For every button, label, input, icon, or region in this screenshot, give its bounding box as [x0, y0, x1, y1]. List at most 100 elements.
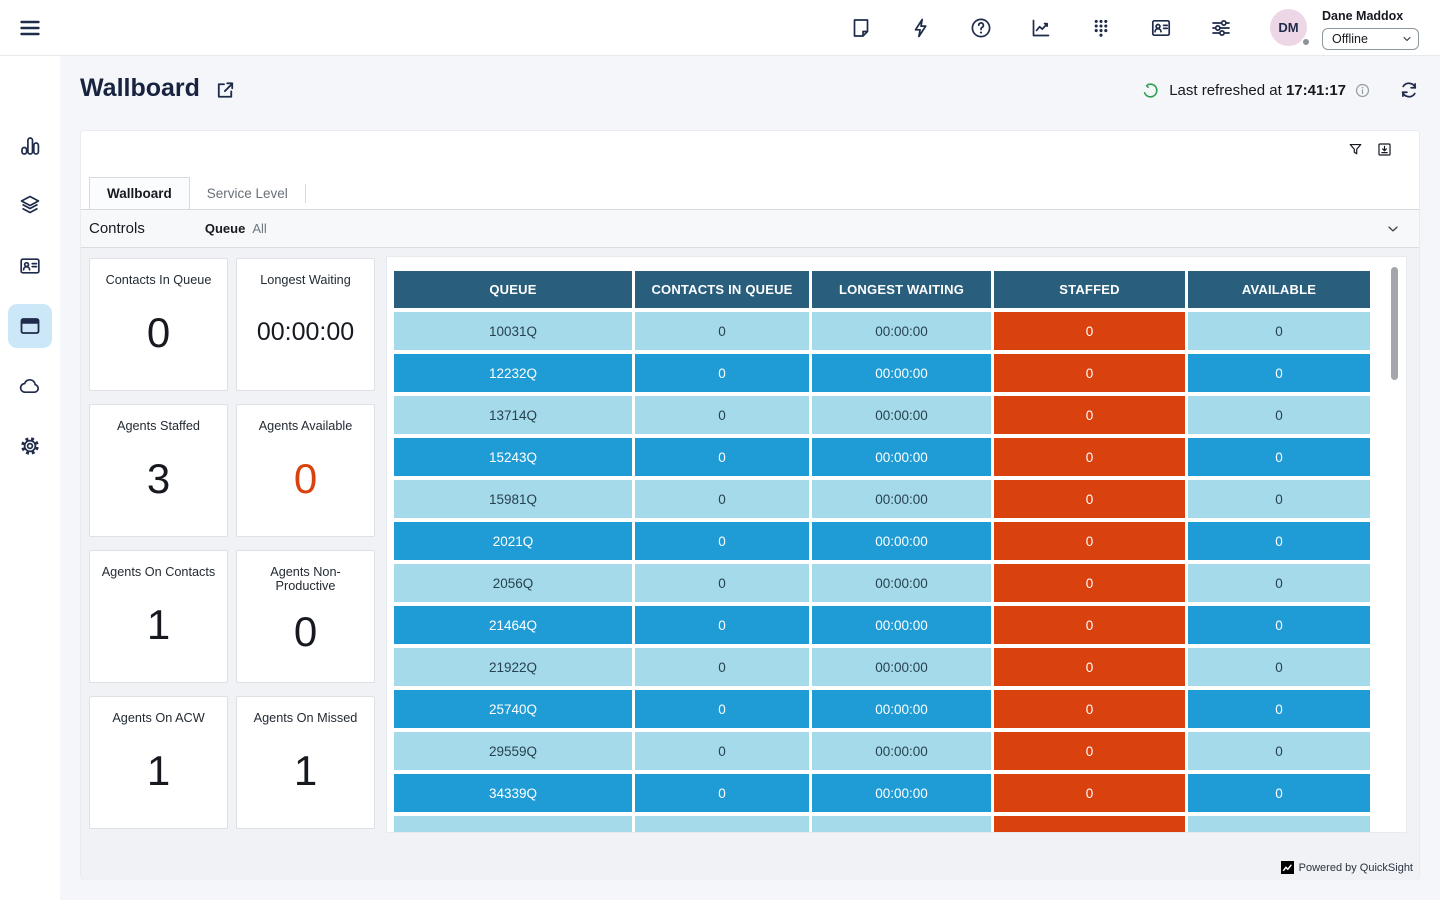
kpi-value: 00:00:00	[256, 318, 355, 346]
settings-sliders-icon[interactable]	[1209, 16, 1233, 40]
queue-filter-value[interactable]: All	[252, 221, 267, 236]
status-dot	[1301, 37, 1311, 47]
tab-service-level[interactable]: Service Level	[206, 185, 288, 201]
queue-name-cell: 10031Q	[394, 312, 632, 350]
table-cell: 0	[635, 690, 809, 728]
table-cell: 0	[994, 522, 1185, 560]
refresh-cluster: Last refreshed at 17:41:17	[1141, 79, 1420, 101]
table-cell: 0	[635, 774, 809, 812]
table-cell: 00:00:00	[812, 438, 991, 476]
table-cell: 0	[994, 690, 1185, 728]
table-row: 12232Q 0 00:00:00 0 0	[394, 354, 1377, 392]
quicksight-logo-icon	[1280, 861, 1294, 874]
kpi-card: Agents On Contacts 1	[89, 550, 228, 683]
filter-icon[interactable]	[1347, 141, 1364, 158]
sidebar-item-metrics[interactable]	[8, 124, 52, 168]
topbar-icon-group	[849, 16, 1233, 40]
export-download-icon[interactable]	[1376, 141, 1393, 158]
kpi-value: 3	[146, 454, 171, 502]
controls-collapse-chevron-icon[interactable]	[1385, 221, 1401, 237]
sidebar-item-cloud[interactable]	[8, 364, 52, 408]
table-cell: 0	[1188, 648, 1370, 686]
controls-title: Controls	[89, 220, 145, 237]
dialpad-icon[interactable]	[1089, 16, 1113, 40]
table-cell: 00:00:00	[812, 312, 991, 350]
queue-name-cell: 12232Q	[394, 354, 632, 392]
table-cell: 0	[994, 354, 1185, 392]
quick-connects-icon[interactable]	[909, 16, 933, 40]
table-cell: 0	[635, 312, 809, 350]
queue-name-cell: 25740Q	[394, 690, 632, 728]
panel-utility-icons	[1347, 141, 1393, 158]
table-cell: 0	[635, 648, 809, 686]
table-cell: 00:00:00	[812, 606, 991, 644]
powered-by-text: Powered by QuickSight	[1298, 861, 1413, 874]
table-vertical-scrollbar[interactable]	[1391, 267, 1398, 380]
table-row: 21922Q 0 00:00:00 0 0	[394, 648, 1377, 686]
table-cell	[994, 816, 1185, 832]
table-cell: 0	[635, 564, 809, 602]
queue-name-cell: 2056Q	[394, 564, 632, 602]
controls-bar: Controls Queue All	[81, 210, 1419, 248]
table-cell: 0	[1188, 606, 1370, 644]
note-icon[interactable]	[849, 16, 873, 40]
dashboard-panel: Wallboard Service Level Controls Queue A…	[80, 130, 1420, 880]
hamburger-menu-icon[interactable]	[18, 17, 42, 39]
status-select[interactable]: Offline	[1322, 28, 1419, 50]
info-icon[interactable]	[1354, 82, 1371, 99]
queue-name-cell: 34339Q	[394, 774, 632, 812]
sidebar-item-settings[interactable]	[8, 424, 52, 468]
table-cell: 0	[994, 606, 1185, 644]
queue-name-cell: 21464Q	[394, 606, 632, 644]
dashboard-canvas: Contacts In Queue 0 Longest Waiting 00:0…	[81, 248, 1419, 880]
external-link-icon[interactable]	[214, 79, 237, 102]
table-cell: 0	[1188, 354, 1370, 392]
kpi-card: Agents On Missed 1	[236, 696, 375, 829]
table-row: 34339Q 0 00:00:00 0 0	[394, 774, 1377, 812]
help-icon[interactable]	[969, 16, 993, 40]
bar-chart-icon	[21, 137, 40, 155]
auto-refresh-timer-icon	[1143, 82, 1158, 98]
table-cell: 0	[635, 480, 809, 518]
table-cell: 0	[635, 396, 809, 434]
avatar[interactable]: DM	[1270, 9, 1307, 46]
table-cell	[635, 816, 809, 832]
kpi-value: 0	[146, 308, 171, 356]
kpi-label: Agents Staffed	[116, 419, 200, 433]
table-row: 13714Q 0 00:00:00 0 0	[394, 396, 1377, 434]
directory-icon[interactable]	[1149, 16, 1173, 40]
table-cell: 0	[1188, 732, 1370, 770]
metrics-icon[interactable]	[1029, 16, 1053, 40]
layers-icon	[20, 195, 40, 214]
refresh-icon[interactable]	[1398, 79, 1420, 101]
table-header-cell: LONGEST WAITING	[812, 271, 991, 308]
table-cell: 0	[994, 438, 1185, 476]
gear-icon	[21, 437, 39, 455]
tab-wallboard[interactable]: Wallboard	[89, 177, 190, 209]
cloud-icon	[19, 378, 39, 394]
kpi-card: Agents Available 0	[236, 404, 375, 537]
table-cell: 00:00:00	[812, 732, 991, 770]
powered-by-quicksight-link[interactable]: Powered by QuickSight	[1280, 861, 1413, 874]
table-cell: 00:00:00	[812, 690, 991, 728]
queue-name-cell: 2021Q	[394, 522, 632, 560]
sidebar-item-flows[interactable]	[8, 183, 52, 227]
user-name: Dane Maddox	[1322, 9, 1404, 23]
last-refreshed-text: Last refreshed at 17:41:17	[1169, 81, 1346, 99]
sidebar-item-dashboards[interactable]	[8, 304, 52, 348]
id-card-icon	[20, 258, 40, 274]
kpi-label: Agents On ACW	[112, 711, 205, 725]
queue-name-cell	[394, 816, 632, 832]
kpi-card: Longest Waiting 00:00:00	[236, 258, 375, 391]
kpi-grid: Contacts In Queue 0 Longest Waiting 00:0…	[89, 258, 375, 829]
sidebar-item-users[interactable]	[8, 244, 52, 288]
table-row: 15981Q 0 00:00:00 0 0	[394, 480, 1377, 518]
table-row: 15243Q 0 00:00:00 0 0	[394, 438, 1377, 476]
table-cell: 0	[1188, 396, 1370, 434]
table-cell: 00:00:00	[812, 648, 991, 686]
table-row: 2056Q 0 00:00:00 0 0	[394, 564, 1377, 602]
left-sidebar	[0, 56, 60, 900]
queue-name-cell: 13714Q	[394, 396, 632, 434]
queue-name-cell: 15981Q	[394, 480, 632, 518]
table-row	[394, 816, 1377, 832]
